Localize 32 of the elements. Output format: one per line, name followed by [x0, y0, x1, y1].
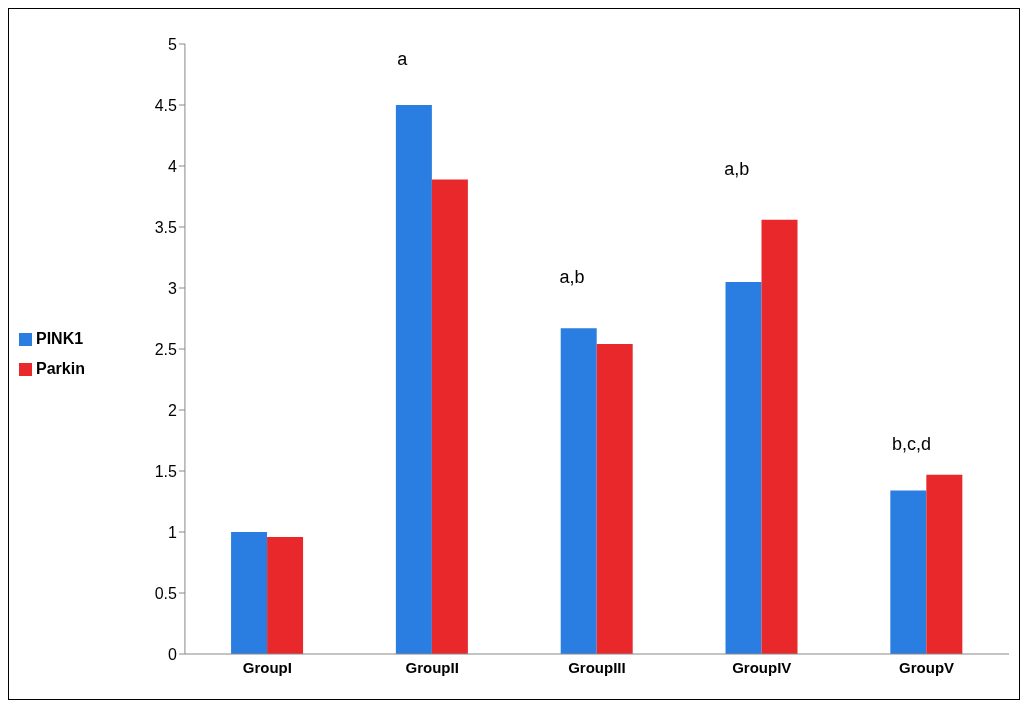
- y-tick-label: 2: [168, 401, 178, 419]
- bar: [761, 219, 798, 654]
- y-tick-label: 4: [168, 157, 178, 175]
- annotation: b,c,d: [892, 433, 932, 454]
- bar: [267, 536, 304, 654]
- x-tick-label: GroupIV: [732, 658, 792, 676]
- y-tick-label: 2.5: [154, 340, 178, 358]
- y-tick-label: 5: [168, 35, 178, 53]
- bar: [395, 105, 432, 654]
- y-tick-label: 0: [168, 645, 178, 663]
- annotation: a,b: [559, 267, 585, 288]
- y-tick-label: 1.5: [154, 462, 178, 480]
- bar: [231, 532, 268, 654]
- y-tick-label: 1: [168, 523, 178, 541]
- x-tick-label: GroupIII: [568, 658, 626, 676]
- y-tick-label: 3: [168, 279, 178, 297]
- x-tick-label: GroupV: [899, 658, 955, 676]
- annotation: a: [397, 49, 409, 69]
- x-tick-label: GroupII: [405, 658, 459, 676]
- bar: [926, 474, 963, 654]
- y-tick-label: 4.5: [154, 96, 178, 114]
- legend-label: PINK1: [36, 330, 84, 347]
- bar: [725, 281, 762, 654]
- y-tick-label: 0.5: [154, 584, 178, 602]
- legend-label: Parkin: [36, 360, 85, 377]
- x-tick-label: GroupI: [242, 658, 292, 676]
- y-tick-label: 3.5: [154, 218, 178, 236]
- annotation: a,b: [724, 158, 750, 179]
- bar: [596, 344, 633, 654]
- bar: [560, 328, 597, 654]
- bar: [890, 490, 927, 654]
- bar: [431, 179, 468, 654]
